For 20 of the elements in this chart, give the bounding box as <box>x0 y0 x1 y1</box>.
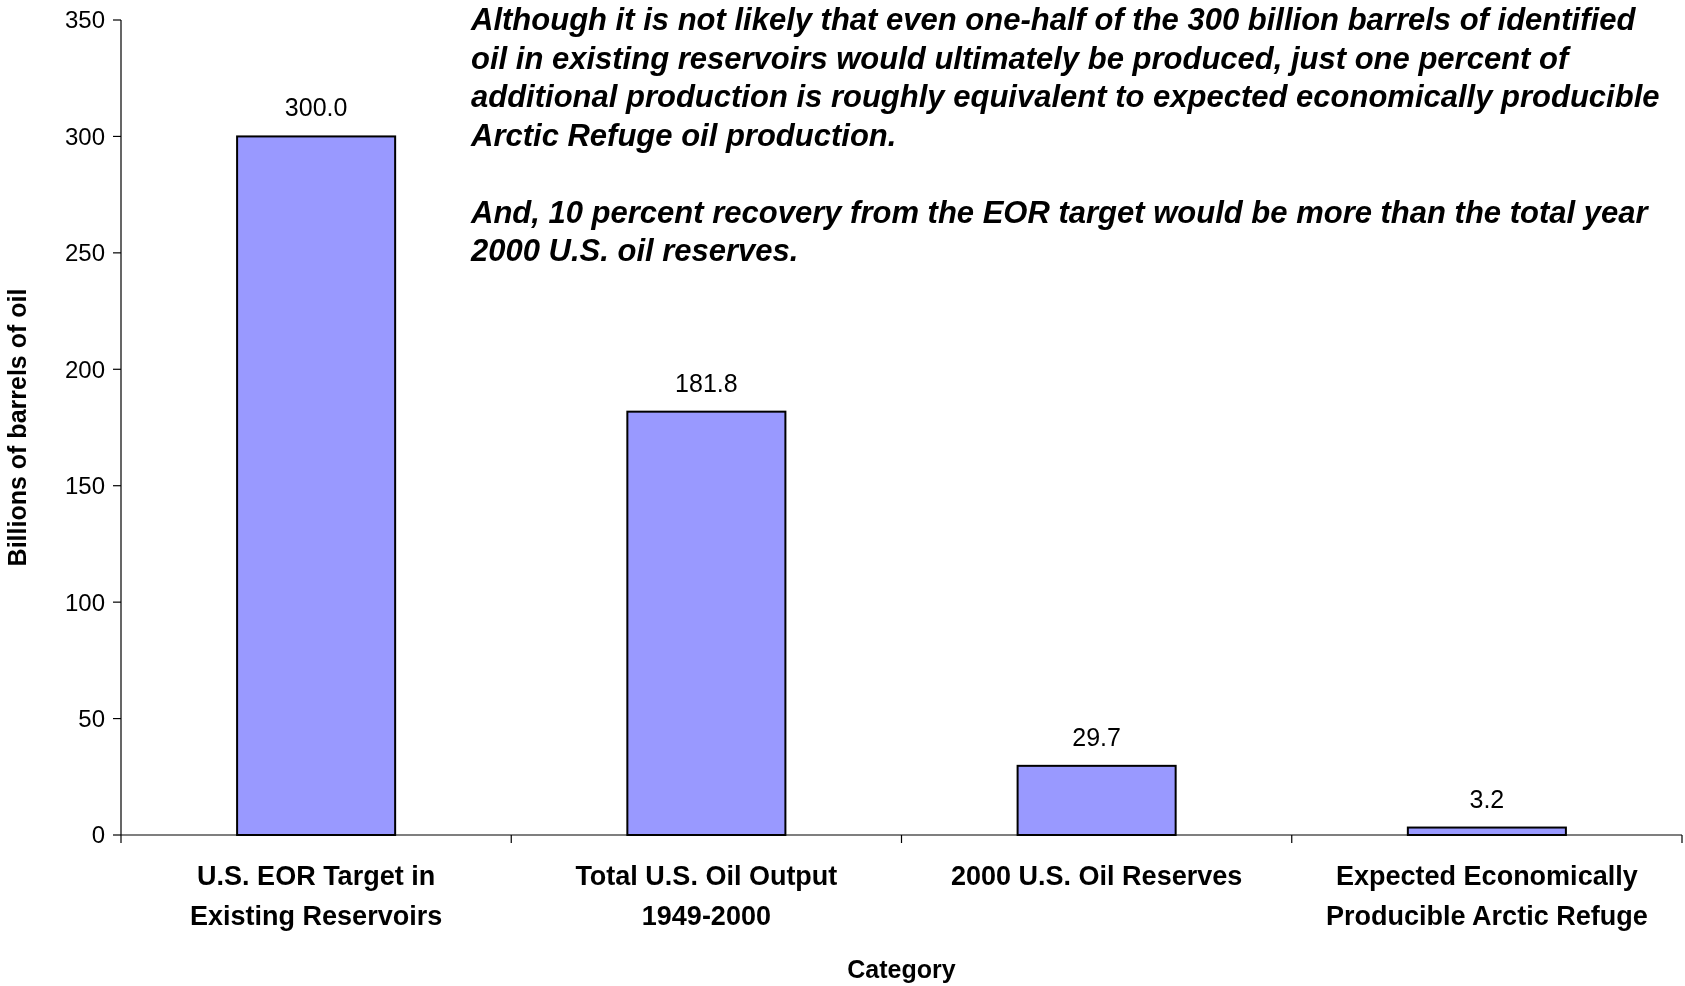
y-tick-label: 150 <box>64 472 105 500</box>
annotation: Although it is not likely that even one-half of the 300 billion barrels of identified oil in existing reservoirs would ultimately be produced, just one percent of additional production is roughly equivalent to expected economically producible Arctic Refuge oil production. <box>470 2 1660 153</box>
y-tick-label: 250 <box>64 239 105 267</box>
x-tick-label: Total U.S. Oil Output 1949-2000 <box>575 861 838 931</box>
data-label: 181.8 <box>675 368 738 397</box>
annotation: And, 10 percent recovery from the EOR target would be more than the total year 2000 U.S. oil reserves. <box>470 194 1650 268</box>
x-tick-label: Expected Economically Producible Arctic Refuge <box>1326 861 1648 931</box>
x-axis-title: Category <box>847 955 956 983</box>
y-axis-title: Billions of barrels of oil <box>3 288 31 567</box>
y-tick-label: 50 <box>78 704 105 732</box>
data-label: 3.2 <box>1469 784 1505 813</box>
data-label: 300.0 <box>284 93 348 122</box>
data-label: 29.7 <box>1072 722 1121 751</box>
y-tick-label: 300 <box>64 122 105 150</box>
y-tick-label: 0 <box>91 821 105 849</box>
x-tick-label: 2000 U.S. Oil Reserves <box>951 861 1243 891</box>
y-tick-label: 200 <box>64 355 105 383</box>
y-tick-label: 100 <box>64 588 105 616</box>
y-tick-label: 350 <box>64 6 105 34</box>
x-tick-label: U.S. EOR Target in Existing Reservoirs <box>190 861 443 931</box>
